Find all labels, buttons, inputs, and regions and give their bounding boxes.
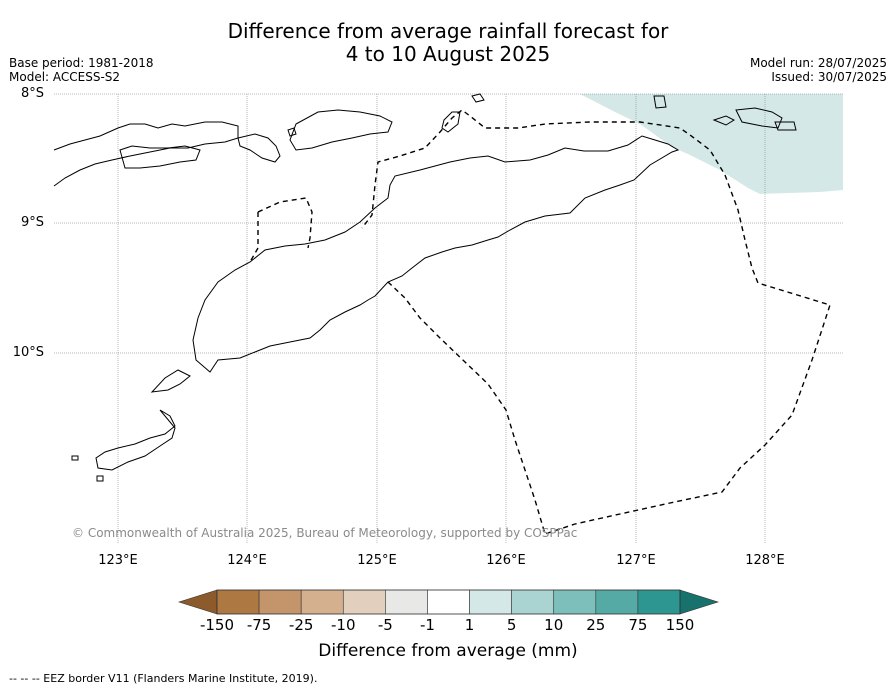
north-island-a (119, 145, 201, 169)
colorbar-cell (469, 589, 512, 615)
meta-left: Base period: 1981-2018 Model: ACCESS-S2 (9, 56, 154, 84)
colorbar-cell (342, 589, 386, 615)
island-far-east-1 (735, 107, 783, 129)
eez-border-west-top (257, 197, 313, 249)
small-island-n2 (287, 127, 297, 137)
colorbar-cell (553, 589, 597, 615)
small-island-sw-2 (96, 475, 104, 482)
lon-label-128e: 128°E (745, 553, 785, 568)
colorbar-cell (300, 589, 344, 615)
colorbar-tick-label: 10 (544, 616, 564, 634)
sumba-island (150, 369, 191, 393)
model-run-text: Model run: 28/07/2025 (749, 56, 887, 70)
eez-border-west (249, 212, 259, 263)
wetar-island (653, 95, 667, 109)
small-island-sw-1 (71, 455, 79, 461)
colorbar-tick-label: -1 (419, 616, 435, 634)
colorbar-tick-label: -150 (199, 616, 235, 634)
title-line-1: Difference from average rainfall forecas… (227, 19, 669, 43)
copyright-text: © Commonwealth of Australia 2025, Bureau… (72, 526, 578, 540)
map-title: Difference from average rainfall forecas… (0, 20, 896, 66)
eez-footnote: -- -- -- EEZ border V11 (Flanders Marine… (9, 672, 318, 685)
colorbar-tick-label: 5 (506, 616, 517, 634)
small-island-nw (471, 93, 485, 103)
small-island-n1 (441, 111, 461, 133)
colorbar-tick-label: -75 (246, 616, 272, 634)
lon-label-126e: 126°E (486, 553, 526, 568)
alor-wetar-islands (53, 121, 239, 187)
north-island-b (237, 133, 281, 163)
island-far-east-3 (774, 121, 797, 131)
eez-border-main (361, 109, 831, 535)
colorbar-cell (595, 589, 639, 615)
lon-label-124e: 124°E (227, 553, 267, 568)
base-period-text: Base period: 1981-2018 (9, 56, 154, 70)
colorbar-tick-label: -5 (377, 616, 393, 634)
colorbar-cells (178, 589, 719, 615)
lat-label-10s: 10°S (12, 345, 44, 360)
island-far-east-2 (712, 115, 736, 126)
meta-right: Model run: 28/07/2025 Issued: 30/07/2025 (750, 56, 887, 84)
colorbar-tick-label: 25 (586, 616, 606, 634)
colorbar-tick-label: -10 (331, 616, 356, 634)
colorbar-cell (427, 589, 470, 615)
lat-label-9s: 9°S (20, 215, 44, 230)
colorbar-tick-label: 1 (464, 616, 475, 634)
eez-borders (249, 109, 831, 535)
colorbar-frame (216, 589, 681, 615)
lon-label-123e: 123°E (98, 553, 138, 568)
title-line-2: 4 to 10 August 2025 (345, 42, 551, 66)
savu-island (95, 409, 176, 471)
issued-text: Issued: 30/07/2025 (771, 70, 887, 84)
model-text: Model: ACCESS-S2 (9, 70, 121, 84)
colorbar-tick-label: 75 (628, 616, 648, 634)
gridlines (54, 93, 843, 543)
colorbar-cell (385, 589, 428, 615)
lon-label-125e: 125°E (357, 553, 397, 568)
colorbar-tick-label: 150 (665, 616, 695, 634)
colorbar-cell (258, 589, 302, 615)
colorbar-cell (511, 589, 555, 615)
colorbar-tick-label: -25 (288, 616, 314, 634)
colorbar-cell (637, 589, 681, 615)
anomaly-region (580, 94, 843, 194)
colorbar-arrow-low (178, 589, 218, 615)
colorbar-cell (216, 589, 260, 615)
timor-island (192, 135, 680, 373)
north-island-c (289, 109, 393, 151)
colorbar-title: Difference from average (mm) (318, 641, 578, 661)
lon-label-127e: 127°E (616, 553, 656, 568)
land-outlines (53, 93, 797, 482)
lat-label-8s: 8°S (20, 86, 44, 101)
colorbar-arrow-high (679, 589, 719, 615)
